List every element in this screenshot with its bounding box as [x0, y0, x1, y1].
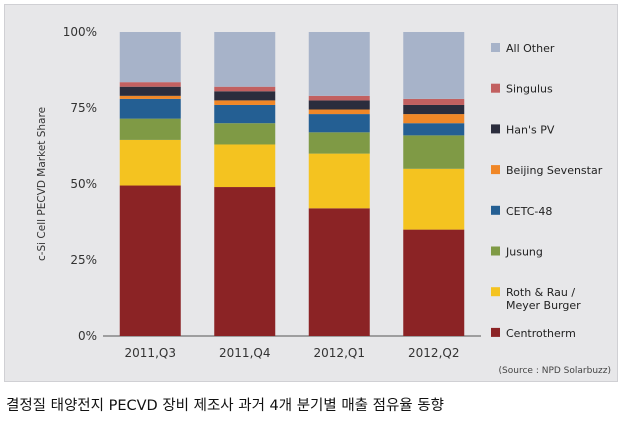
legend-label: Han's PV — [506, 123, 555, 136]
bar-segment — [119, 185, 181, 336]
bar-segment — [308, 109, 370, 115]
bar-segment — [308, 153, 370, 209]
bar-segment — [214, 144, 276, 188]
x-tick-label: 2012,Q2 — [408, 346, 459, 360]
bar-segment — [119, 118, 181, 140]
x-tick-label: 2011,Q3 — [125, 346, 176, 360]
bar-segment — [308, 132, 370, 154]
y-axis-title: c-Si Cell PECVD Market Share — [36, 107, 48, 261]
bar-segment — [308, 114, 370, 133]
bar-segment — [119, 98, 181, 119]
y-tick-label: 50% — [70, 177, 97, 191]
x-tick-label: 2012,Q1 — [314, 346, 365, 360]
legend-label: Centrotherm — [506, 327, 576, 340]
legend-swatch — [491, 165, 500, 175]
bar-segment — [308, 208, 370, 336]
bar-segment — [403, 229, 465, 336]
legend-swatch — [491, 124, 500, 134]
bar-segment — [403, 114, 465, 124]
legend-swatch — [491, 287, 500, 297]
bar-segment — [403, 104, 465, 115]
bar-segment — [119, 32, 181, 83]
legend-label: All Other — [506, 42, 555, 55]
legend-label: CETC-48 — [506, 205, 552, 218]
bar-segment — [403, 98, 465, 105]
legend-label: Jusung — [505, 246, 543, 259]
stacked-bar-chart: 0% 25% 50% 75% 100% c-Si Cell PECVD Market Sh… — [36, 25, 611, 376]
legend-swatch — [491, 43, 500, 52]
bar-segment — [119, 86, 181, 96]
bar-segment — [308, 95, 370, 101]
bar-segment — [119, 139, 181, 186]
bar-segment — [403, 123, 465, 136]
legend-label: Beijing Sevenstar — [506, 164, 603, 177]
legend-label: Roth & Rau / — [506, 286, 575, 299]
bar-segment — [403, 168, 465, 230]
legend-swatch — [491, 205, 500, 215]
bar-segment — [214, 100, 276, 105]
legend-label: Meyer Burger — [506, 299, 581, 312]
bar-segment — [214, 104, 276, 124]
y-tick-label: 75% — [70, 101, 97, 115]
bar-segment — [308, 100, 370, 110]
bar-segment — [214, 86, 276, 92]
source-note: (Source : NPD Solarbuzz) — [499, 366, 611, 376]
bar-segment — [119, 95, 181, 99]
bar-segment — [308, 32, 370, 96]
bar-segment — [403, 135, 465, 169]
chart-panel: 0% 25% 50% 75% 100% c-Si Cell PECVD Market Sh… — [4, 4, 618, 382]
legend-label: Singulus — [506, 83, 553, 96]
y-tick-label: 25% — [70, 253, 97, 267]
legend-swatch — [491, 83, 500, 93]
bar-segment — [119, 82, 181, 87]
figure-caption: 결정질 태양전지 PECVD 장비 제조사 과거 4개 분기별 매출 점유율 동… — [6, 398, 444, 414]
y-tick-label: 0% — [78, 329, 97, 343]
x-tick-label: 2011,Q4 — [219, 346, 270, 360]
legend-swatch — [491, 327, 500, 337]
legend-swatch — [491, 246, 500, 256]
bar-segment — [403, 32, 465, 99]
bar-segment — [214, 123, 276, 145]
y-tick-label: 100% — [63, 25, 97, 39]
bar-segment — [214, 32, 276, 87]
bar-segment — [214, 187, 276, 336]
bar-segment — [214, 91, 276, 101]
